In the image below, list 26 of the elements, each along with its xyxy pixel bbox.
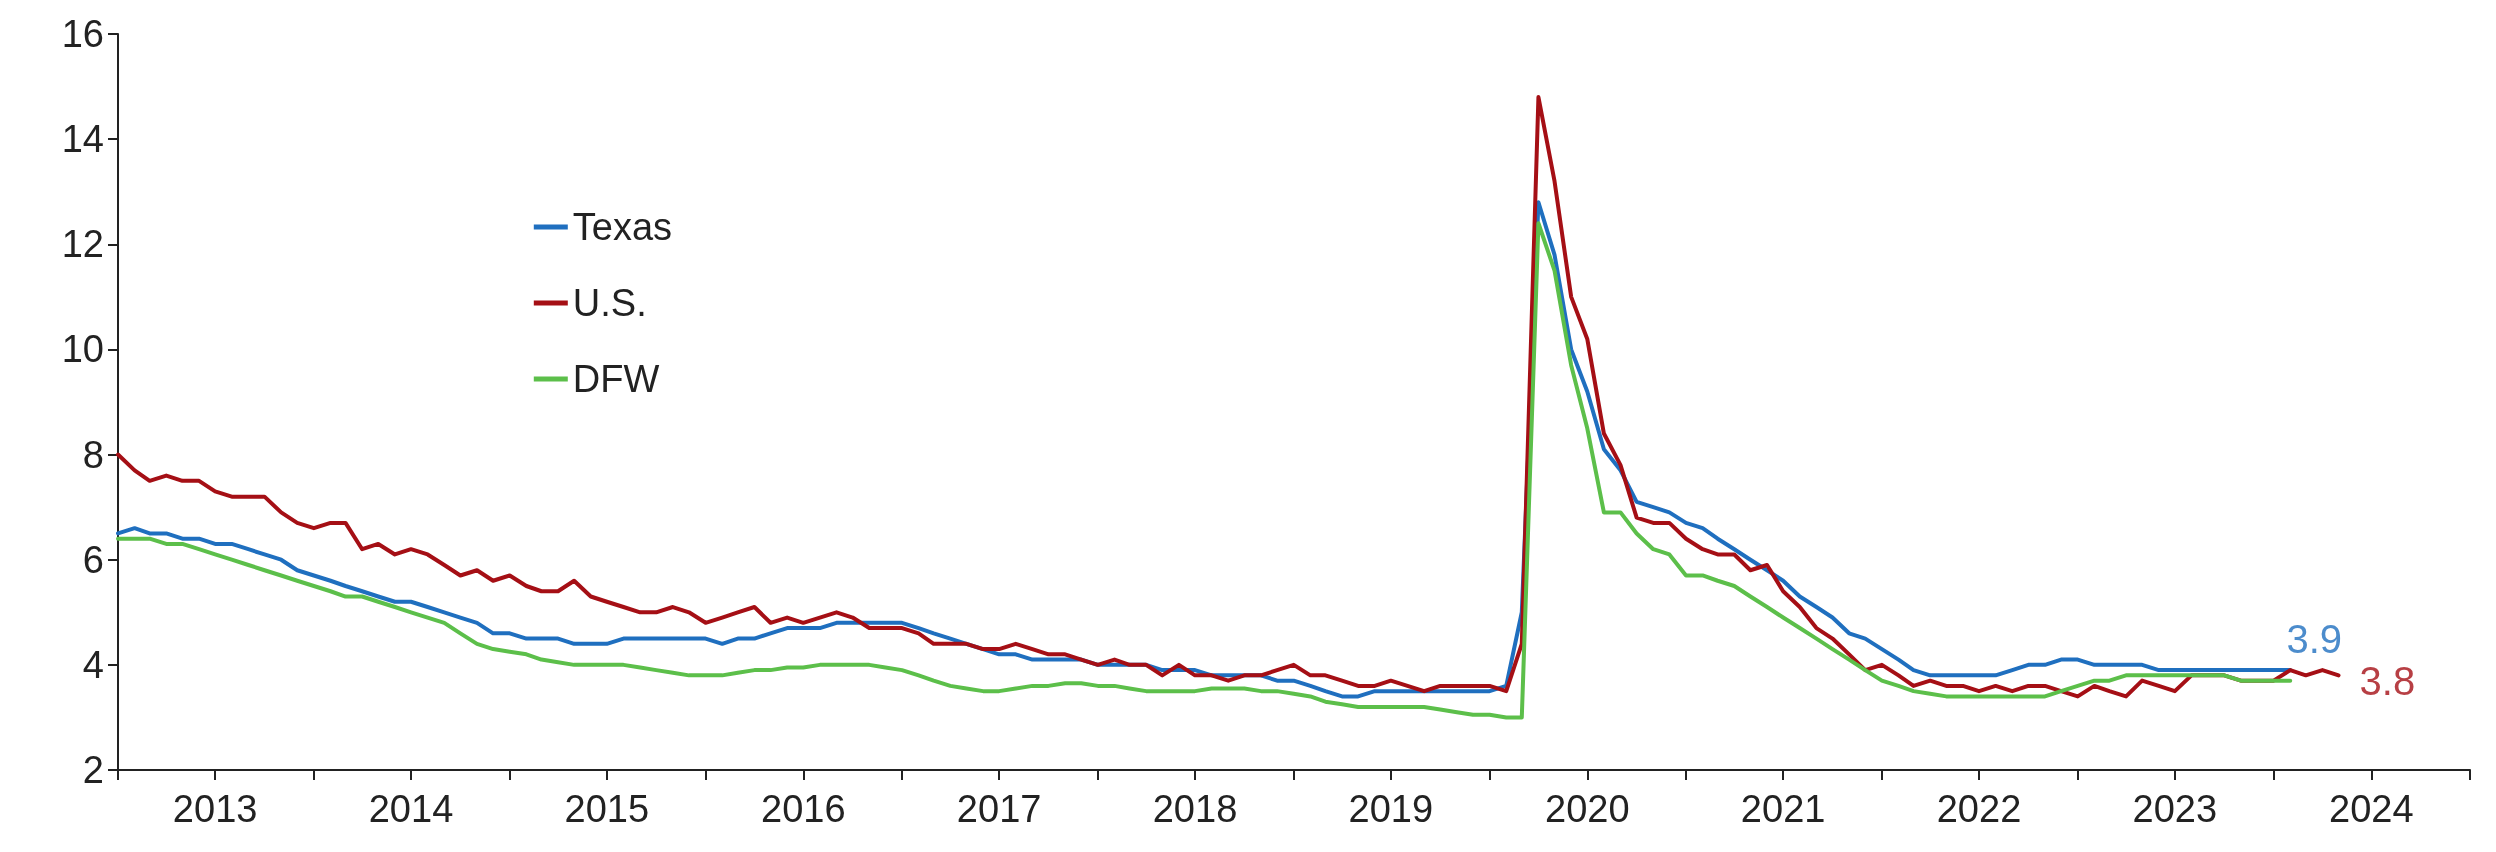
y-tick-label: 8 [82, 433, 104, 476]
x-tick-label: 2017 [956, 788, 1042, 830]
annotation: 3.9 [2286, 617, 2343, 662]
x-tick-label: 2013 [172, 788, 258, 830]
legend-label: Texas [572, 206, 673, 248]
x-tick-label: 2018 [1152, 788, 1238, 830]
y-tick-label: 4 [82, 643, 104, 686]
y-tick-label: 12 [61, 223, 104, 266]
annotation: 3.8 [2359, 659, 2416, 704]
x-tick-label: 2024 [2328, 788, 2414, 830]
y-tick-label: 10 [61, 328, 104, 371]
legend-label: DFW [572, 358, 660, 400]
y-tick-label: 2 [82, 749, 104, 791]
x-tick-label: 2020 [1544, 788, 1630, 830]
x-tick-label: 2021 [1740, 788, 1826, 830]
x-tick-label: 2015 [564, 788, 650, 830]
x-tick-label: 2023 [2132, 788, 2218, 830]
y-tick-label: 16 [61, 13, 104, 55]
line-series [116, 95, 2341, 699]
y-tick-label: 14 [61, 118, 104, 161]
y-tick-label: 6 [82, 538, 104, 581]
x-tick-label: 2014 [368, 788, 454, 830]
x-tick-label: 2016 [760, 788, 846, 830]
x-tick-label: 2019 [1348, 788, 1434, 830]
legend-label: U.S. [572, 282, 647, 324]
x-tick-label: 2022 [1936, 788, 2022, 830]
